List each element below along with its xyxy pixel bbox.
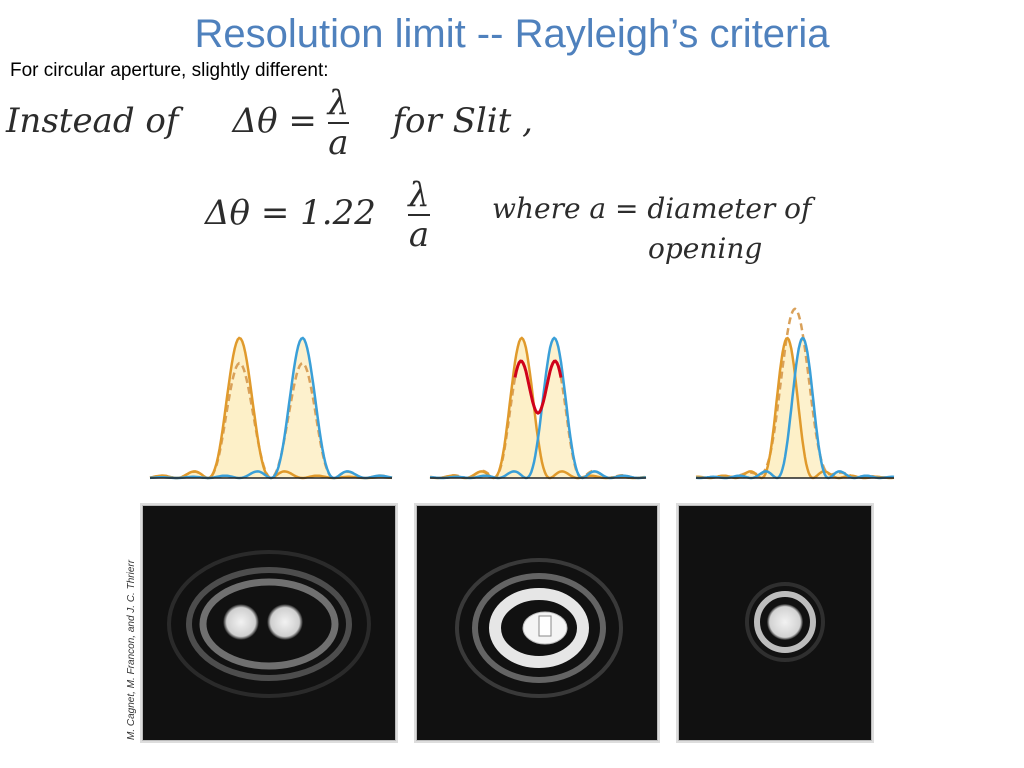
photo-unresolved — [678, 505, 872, 741]
hw-a-1: a — [328, 123, 349, 163]
resolution-highlight — [513, 359, 563, 415]
hw-a-2: a — [408, 215, 430, 255]
plot-well-resolved — [149, 336, 393, 480]
handwritten-line-2: Δθ = 1.22 λ a — [205, 178, 430, 252]
hw-for-slit: for Slit , — [392, 101, 533, 141]
plot-just-resolved — [429, 336, 647, 480]
hw-lambda-1: λ — [327, 83, 350, 123]
airy-pattern-overlapping — [455, 558, 623, 698]
hw-delta-theta-2: Δθ = 1.22 — [205, 193, 376, 233]
curve-b — [149, 336, 393, 480]
fill-peak-b — [430, 338, 646, 478]
airy-pattern-two-separate — [167, 550, 371, 698]
hw-instead-of: Instead of — [6, 101, 179, 141]
fill-peak-a — [150, 338, 392, 478]
fill-peak-b — [696, 338, 894, 478]
hw-fraction-1: λ a — [327, 83, 350, 163]
fill-peak-b — [150, 338, 392, 478]
photo-just-resolved — [416, 505, 658, 741]
hw-delta-theta-1: Δθ = — [232, 101, 317, 141]
slide-subtitle: For circular aperture, slightly differen… — [10, 60, 329, 81]
curve-a — [149, 336, 393, 480]
airy-pattern-merged — [745, 582, 825, 662]
photo-well-resolved — [142, 505, 396, 741]
plot-unresolved — [695, 307, 895, 480]
hw-fraction-2: λ a — [408, 178, 430, 252]
hw-opening: opening — [648, 232, 763, 265]
handwritten-line-1: Instead of Δθ = λ a for Slit , — [6, 86, 533, 160]
photo-credit: M. Cagnet, M. Francon, and J. C. Thrierr — [126, 559, 137, 740]
slide-title: Resolution limit -- Rayleigh’s criteria — [194, 12, 830, 56]
hw-where-a-diameter: where a = diameter of — [492, 192, 812, 225]
sum-curve — [149, 361, 393, 480]
hw-lambda-2: λ — [408, 175, 430, 215]
